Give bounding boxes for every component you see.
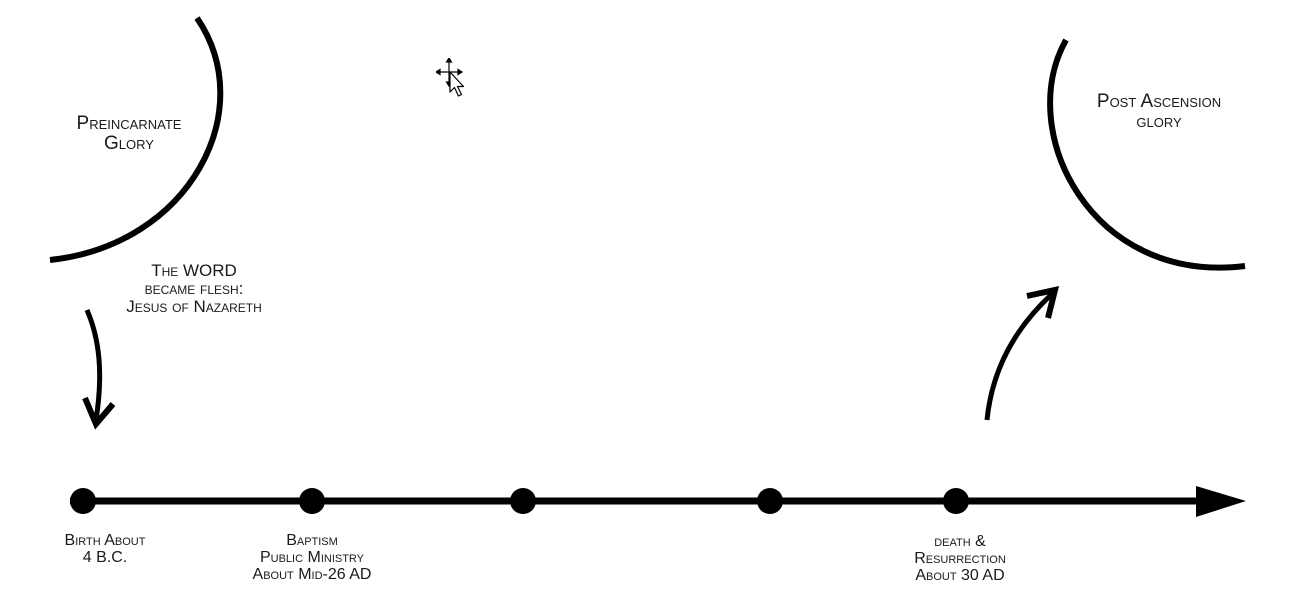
preincarnate-label-line-2: Glory [104, 132, 154, 154]
incarnation-label-line-3: Jesus of Nazareth [126, 296, 262, 316]
post-ascension-glory-label: Post Ascension glory [1078, 92, 1240, 132]
death-resurrection-label: death & Resurrection About 30 AD [888, 533, 1032, 584]
incarnation-label-line-1: The WORD [151, 261, 237, 280]
incarnation-label-line-2: became flesh: [144, 278, 244, 298]
death-label-line-2: Resurrection [914, 549, 1006, 567]
baptism-label-line-2: Public Ministry [259, 548, 365, 566]
death-label-line-3: About 30 AD [915, 566, 1005, 584]
birth-label: Birth About 4 B.C. [44, 532, 166, 567]
birth-label-line-2: 4 B.C. [82, 548, 128, 566]
preincarnate-glory-label: Preincarnate Glory [58, 114, 200, 154]
incarnation-label: The WORD became flesh: Jesus of Nazareth [108, 262, 280, 316]
move-cursor-icon [436, 58, 465, 97]
preincarnate-glory-arc [49, 16, 224, 263]
post-ascension-label-line-1: Post Ascension [1096, 91, 1222, 112]
timeline-point-death-resurrection [943, 488, 969, 514]
timeline-point-birth [70, 488, 96, 514]
birth-label-line-1: Birth About [64, 532, 146, 549]
post-ascension-label-line-2: glory [1136, 110, 1182, 132]
timeline-point-3 [510, 488, 536, 514]
baptism-label-line-3: About Mid-26 AD [252, 565, 372, 583]
timeline-point-4 [757, 488, 783, 514]
incarnation-down-arrow-icon [82, 309, 116, 430]
timeline-arrowhead [1196, 486, 1246, 517]
preincarnate-label-line-1: Preincarnate [76, 113, 182, 134]
post-ascension-glory-arc [1047, 38, 1246, 271]
timeline-point-baptism [299, 488, 325, 514]
ascension-up-arrow-icon [984, 286, 1060, 421]
baptism-label: Baptism Public Ministry About Mid-26 AD [232, 532, 392, 583]
baptism-label-line-1: Baptism [286, 532, 338, 549]
death-label-line-1: death & [934, 533, 986, 550]
